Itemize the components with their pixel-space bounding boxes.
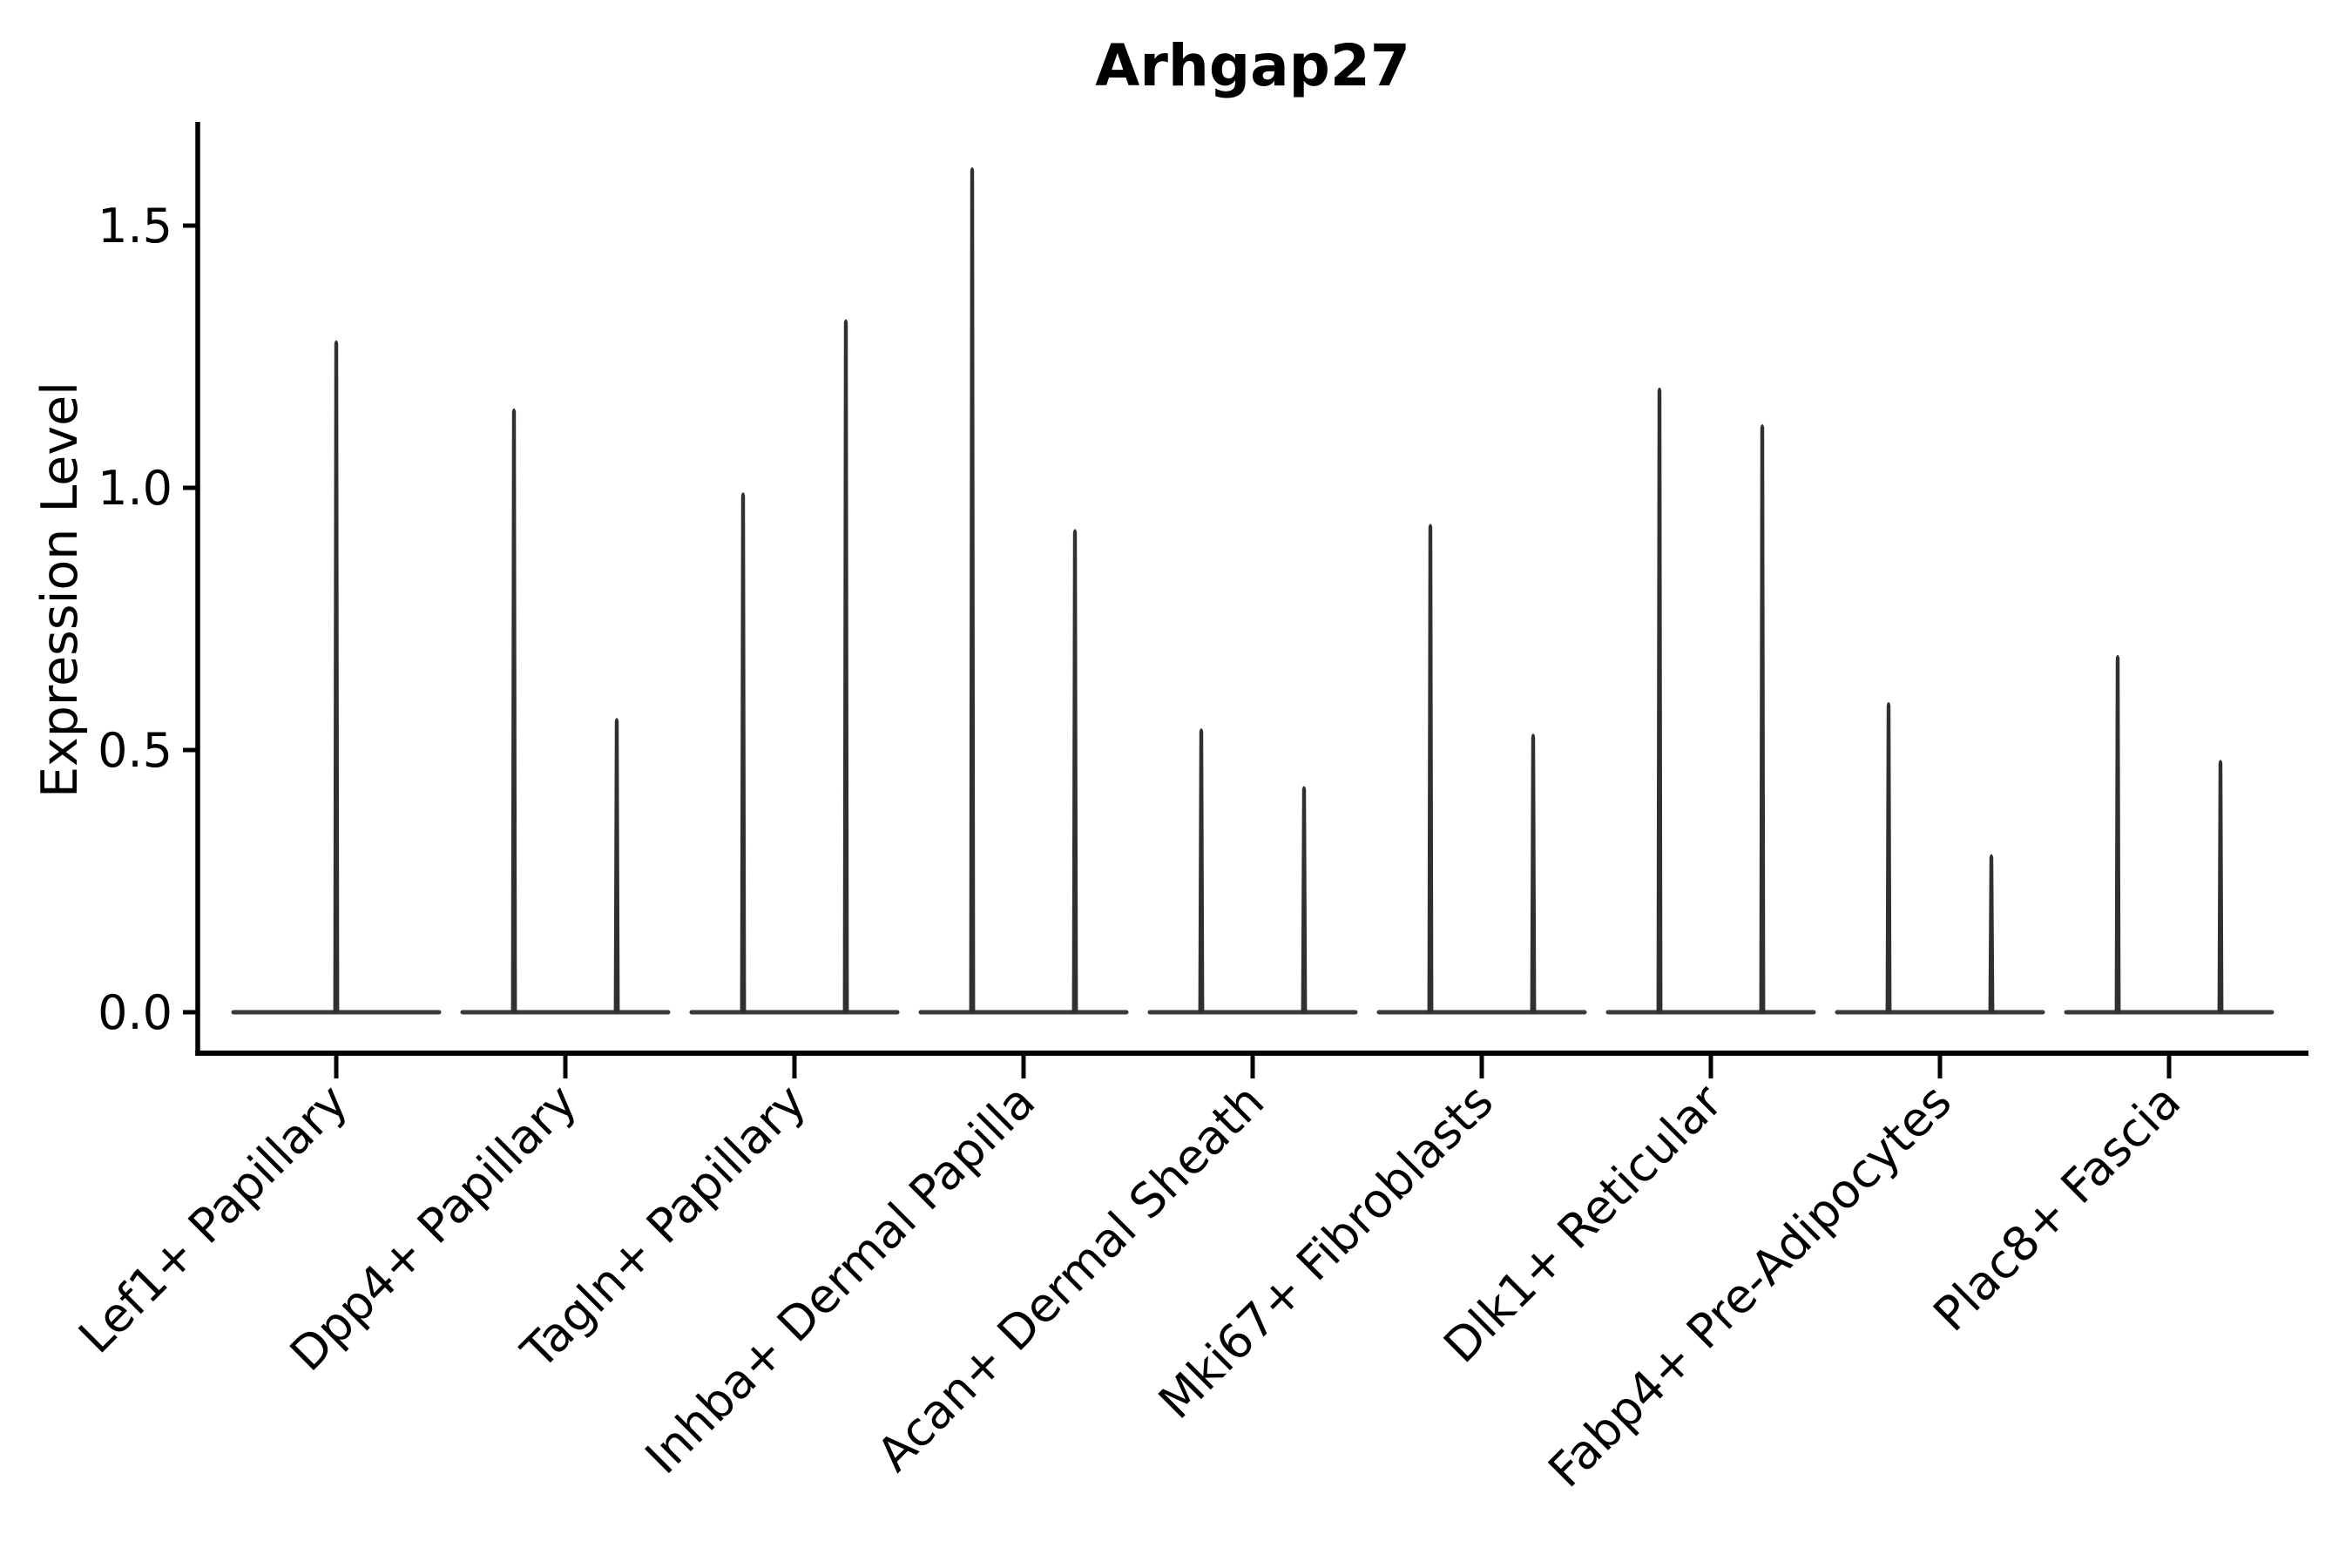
violin: [1656, 387, 1663, 1013]
x-tick-label: Acan+ Dermal Sheath: [867, 1074, 1274, 1482]
violin: [1885, 702, 1892, 1013]
violin: [2217, 760, 2224, 1013]
violin: [613, 718, 620, 1013]
x-tick-label: Inhba+ Dermal Papilla: [635, 1074, 1045, 1484]
violin: [1427, 524, 1434, 1013]
y-tick-label: 0.0: [98, 985, 172, 1040]
violin: [333, 340, 340, 1013]
x-tick-label: Plac8+ Fascia: [1923, 1074, 2191, 1342]
y-tick-label: 0.5: [98, 723, 172, 778]
violin-layer: [231, 166, 2274, 1015]
x-tick-label: Fabp4+ Pre-Adipocytes: [1538, 1074, 1962, 1498]
violin: [969, 166, 976, 1013]
violin: [1071, 529, 1078, 1013]
violin: [842, 319, 849, 1013]
y-tick-label: 1.0: [98, 461, 172, 516]
violin: [2114, 654, 2121, 1013]
y-axis-label: Expression Level: [31, 382, 89, 798]
violin: [510, 408, 517, 1013]
violin: [1530, 733, 1537, 1013]
y-tick-label: 1.5: [98, 199, 172, 253]
violin: [740, 492, 747, 1013]
plot-title: Arhgap27: [1095, 32, 1410, 99]
violin: [1759, 423, 1766, 1013]
axes-layer: [183, 122, 2308, 1078]
violin: [1988, 854, 1995, 1013]
violin: [1301, 786, 1308, 1013]
violin: [1198, 728, 1205, 1013]
